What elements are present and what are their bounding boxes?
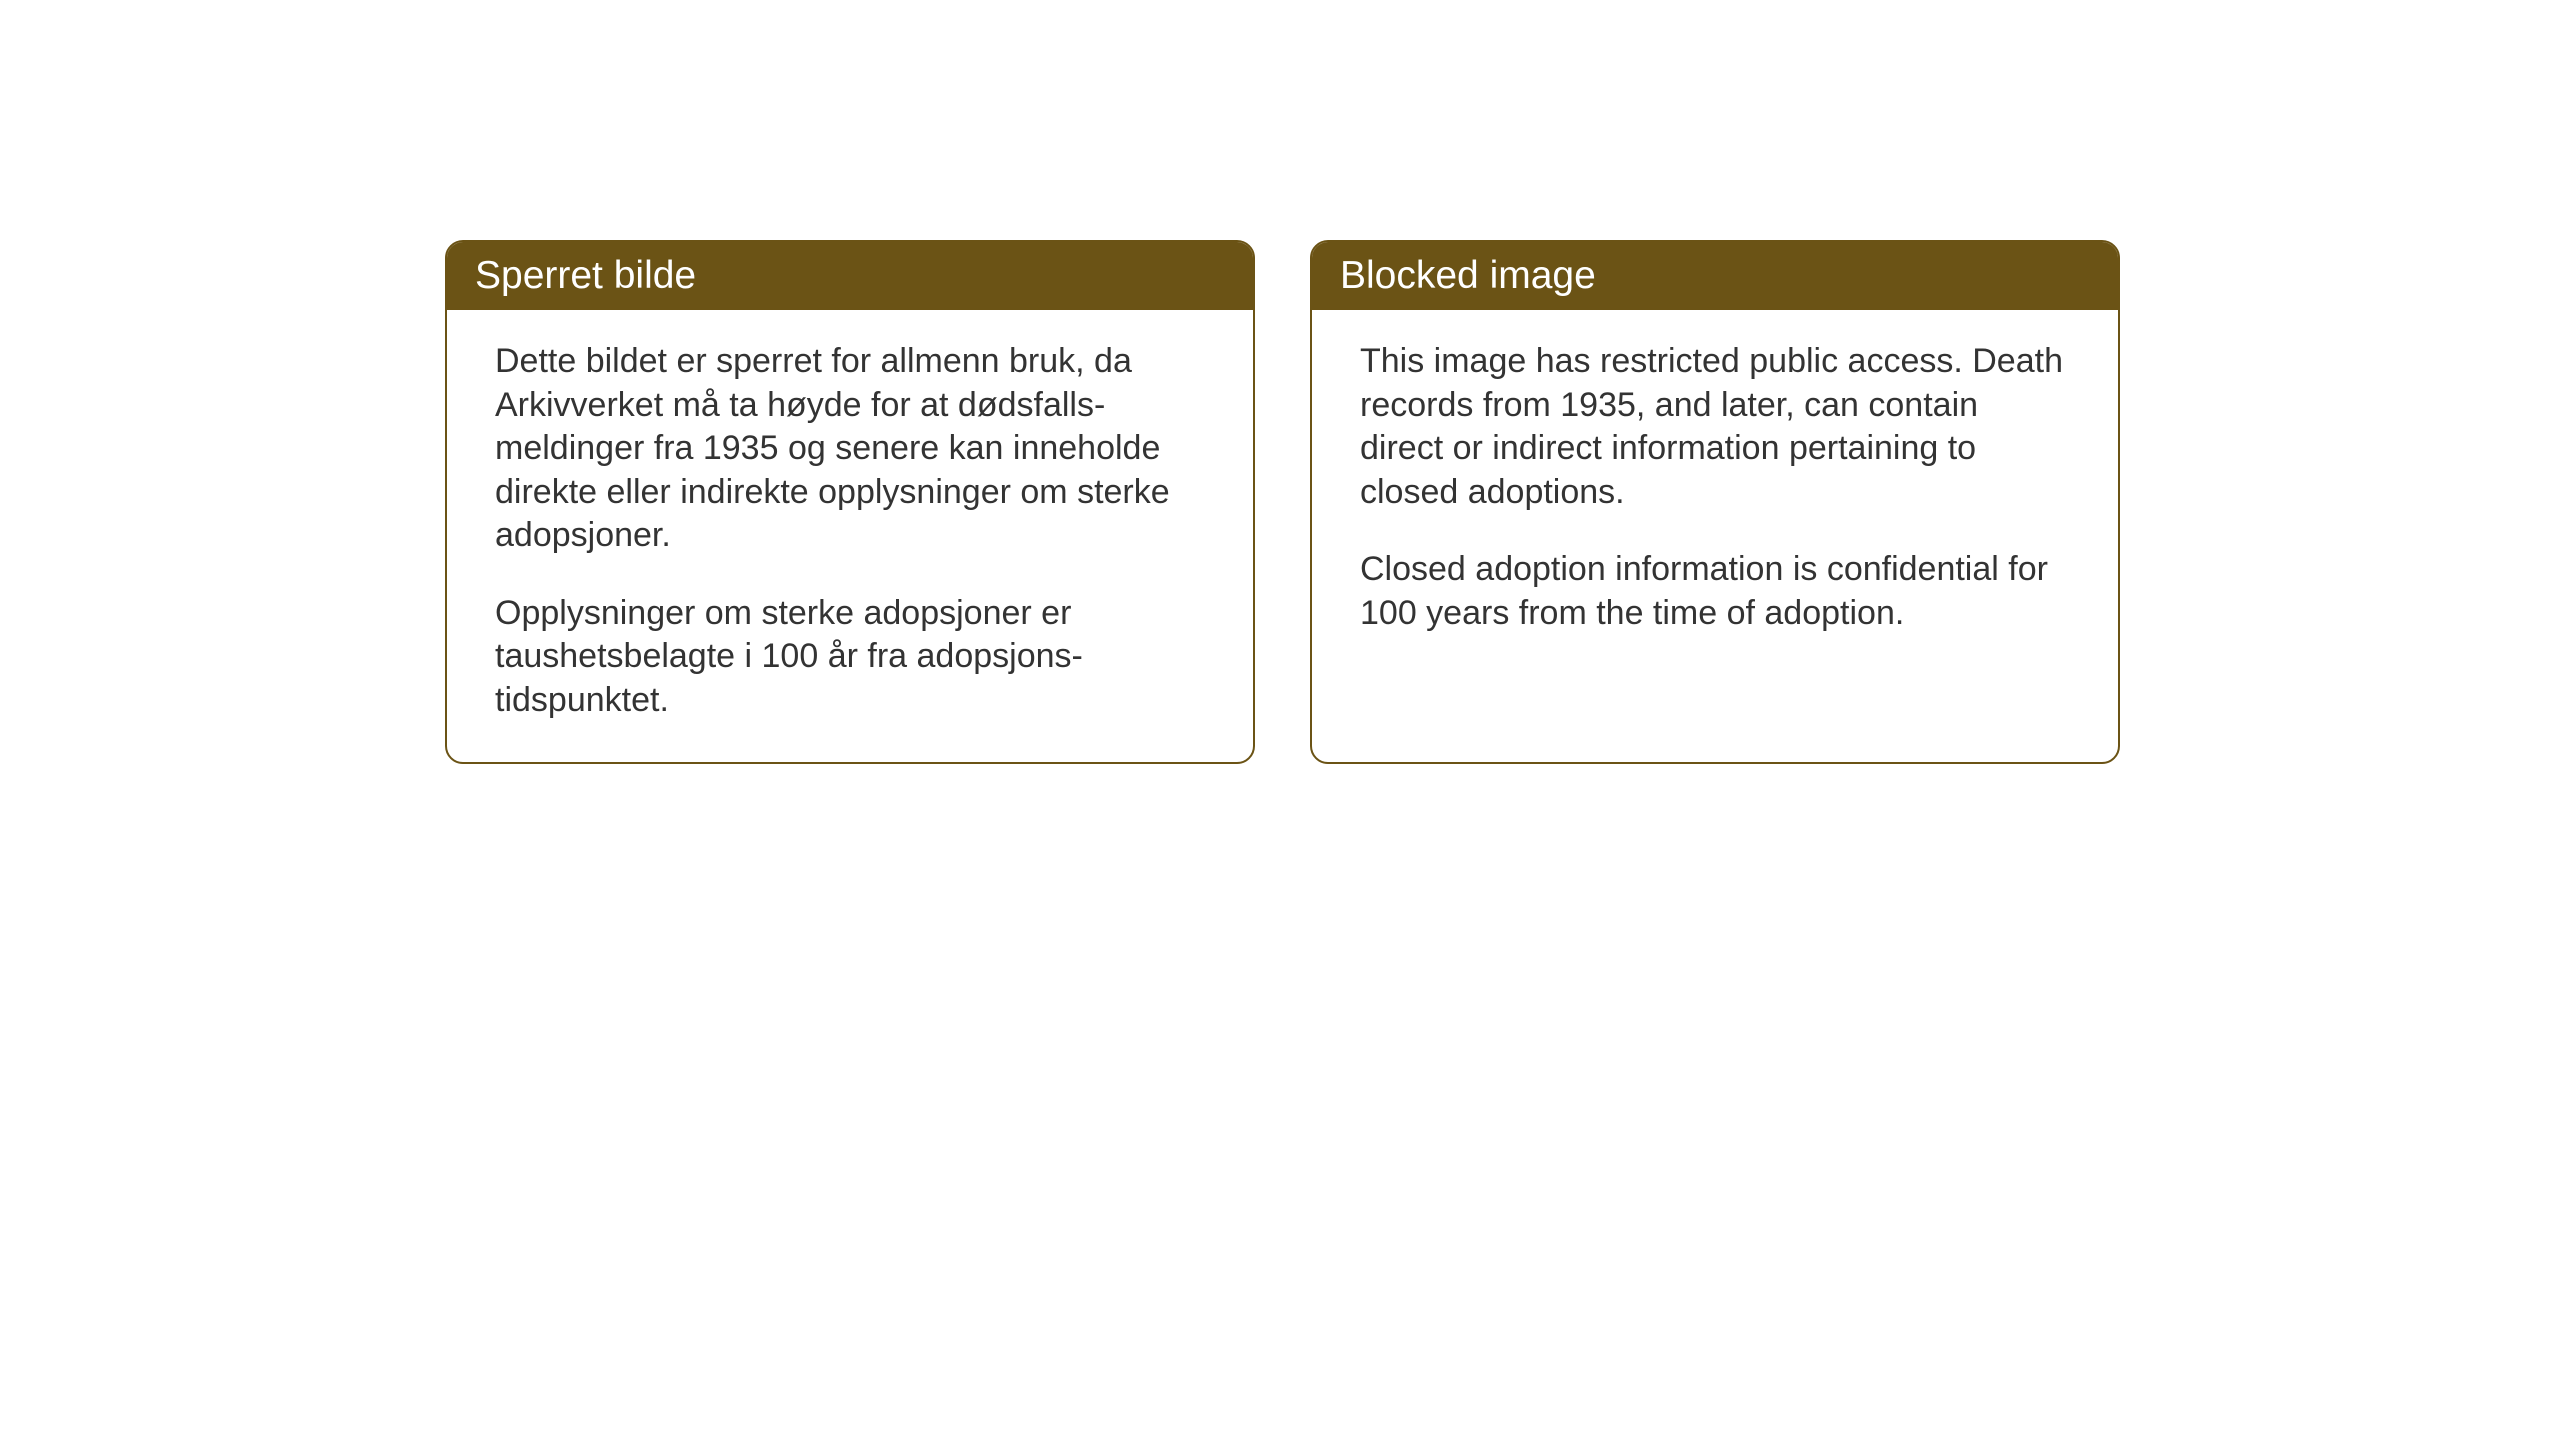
card-english: Blocked image This image has restricted … bbox=[1310, 240, 2120, 764]
card-title-english: Blocked image bbox=[1340, 254, 1596, 297]
card-norwegian: Sperret bilde Dette bildet er sperret fo… bbox=[445, 240, 1255, 764]
card-header-norwegian: Sperret bilde bbox=[447, 242, 1253, 310]
cards-container: Sperret bilde Dette bildet er sperret fo… bbox=[445, 240, 2120, 764]
card-title-norwegian: Sperret bilde bbox=[475, 254, 696, 297]
card-header-english: Blocked image bbox=[1312, 242, 2118, 310]
card-body-norwegian: Dette bildet er sperret for allmenn bruk… bbox=[447, 310, 1253, 762]
card-body-english: This image has restricted public access.… bbox=[1312, 310, 2118, 675]
card-paragraph: Closed adoption information is confident… bbox=[1360, 548, 2070, 635]
card-paragraph: Dette bildet er sperret for allmenn bruk… bbox=[495, 340, 1205, 558]
card-paragraph: Opplysninger om sterke adopsjoner er tau… bbox=[495, 592, 1205, 723]
card-paragraph: This image has restricted public access.… bbox=[1360, 340, 2070, 514]
